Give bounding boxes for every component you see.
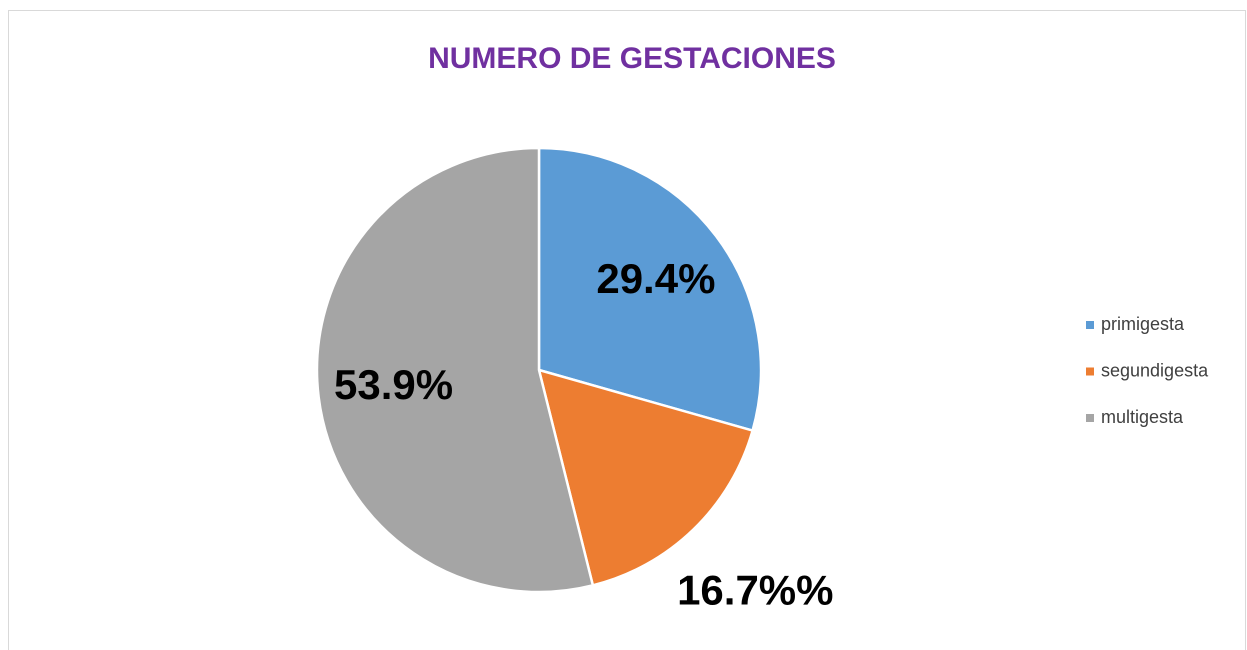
pie-slice	[315, 146, 595, 594]
pie-slice	[537, 368, 755, 587]
chart-title: NUMERO DE GESTACIONES	[428, 42, 836, 75]
legend-swatch	[1086, 414, 1094, 422]
legend-swatch	[1086, 321, 1094, 329]
data-label: 53.9%	[334, 361, 453, 408]
pie-slice	[537, 146, 763, 433]
legend-label: segundigesta	[1101, 360, 1209, 380]
legend-label: primigesta	[1101, 314, 1185, 334]
data-label: 29.4%	[596, 255, 715, 302]
legend-swatch	[1086, 367, 1094, 376]
chart-frame	[8, 10, 1246, 650]
legend-label: multigesta	[1101, 407, 1184, 427]
data-label: 16.7%%	[677, 566, 833, 613]
